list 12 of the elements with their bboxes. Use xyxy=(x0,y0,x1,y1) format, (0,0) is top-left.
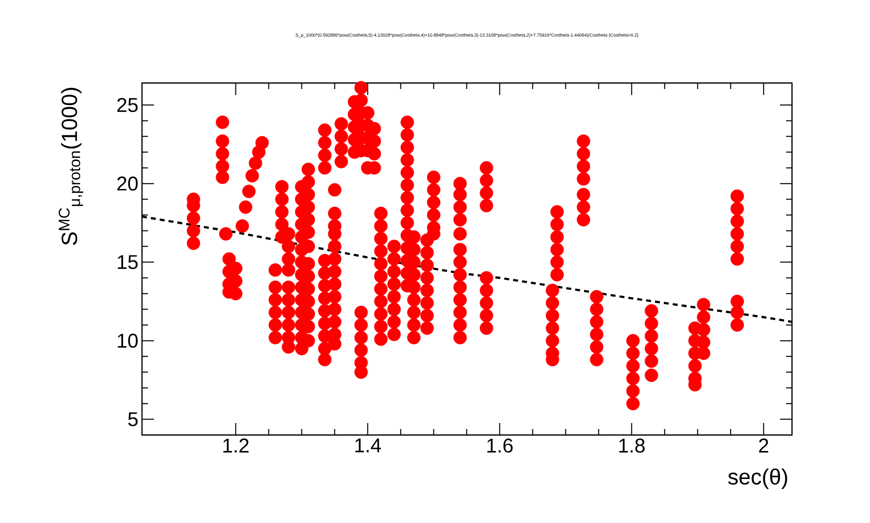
x-tick-label: 1.4 xyxy=(355,438,381,452)
y-tick-label: 10 xyxy=(118,334,138,348)
x-tick-label: 1.2 xyxy=(223,438,249,452)
y-axis-title: S$^{MC}$$_{μ,proton}$(1000) xyxy=(58,88,84,245)
y-tick-label: 25 xyxy=(117,98,138,112)
y-tick-label: 15 xyxy=(118,255,138,270)
x-tick-label: 1.8 xyxy=(619,438,645,453)
x-tick-label: 1.6 xyxy=(487,438,513,453)
y-tick-label: 20 xyxy=(117,176,138,191)
x-tick-label: 2 xyxy=(759,438,768,452)
y-tick-label: 5 xyxy=(128,412,138,426)
x-axis-title: sec(θ) xyxy=(728,468,788,489)
